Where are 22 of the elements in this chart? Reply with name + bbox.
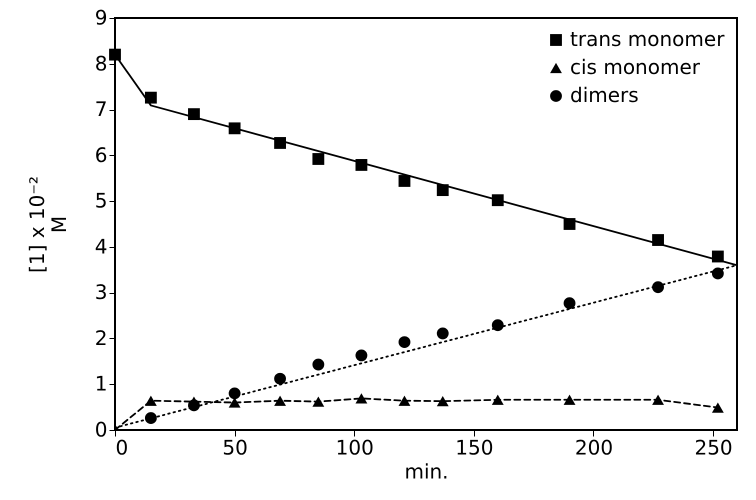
text: M — [46, 216, 71, 234]
x-tick-label: 0 — [116, 436, 128, 460]
y-tick-label: 4 — [94, 234, 108, 258]
legend-label: dimers — [570, 83, 639, 107]
legend-label: cis monomer — [570, 55, 701, 79]
x-axis-title: min. — [404, 460, 449, 484]
x-tick-label: 100 — [336, 436, 374, 460]
y-tick-label: 7 — [94, 97, 108, 122]
x-tick-label: 250 — [694, 436, 733, 460]
x-tick-label: 150 — [455, 436, 494, 460]
x-tick-label: 50 — [222, 436, 248, 460]
x-tick-label: 200 — [574, 436, 614, 460]
legend-label: trans monomer — [570, 27, 726, 51]
y-tick-label: 8 — [94, 51, 108, 76]
y-tick-label: 5 — [94, 188, 108, 213]
y-tick-label: 9 — [94, 6, 108, 30]
y-tick-label: 6 — [94, 142, 108, 167]
y-tick-label: 0 — [94, 418, 108, 442]
y-tick-label: 3 — [94, 280, 108, 304]
y-tick-label: 2 — [94, 326, 108, 350]
y-tick-label: 1 — [94, 372, 108, 396]
text: [1] x 10⁻² — [24, 176, 49, 273]
